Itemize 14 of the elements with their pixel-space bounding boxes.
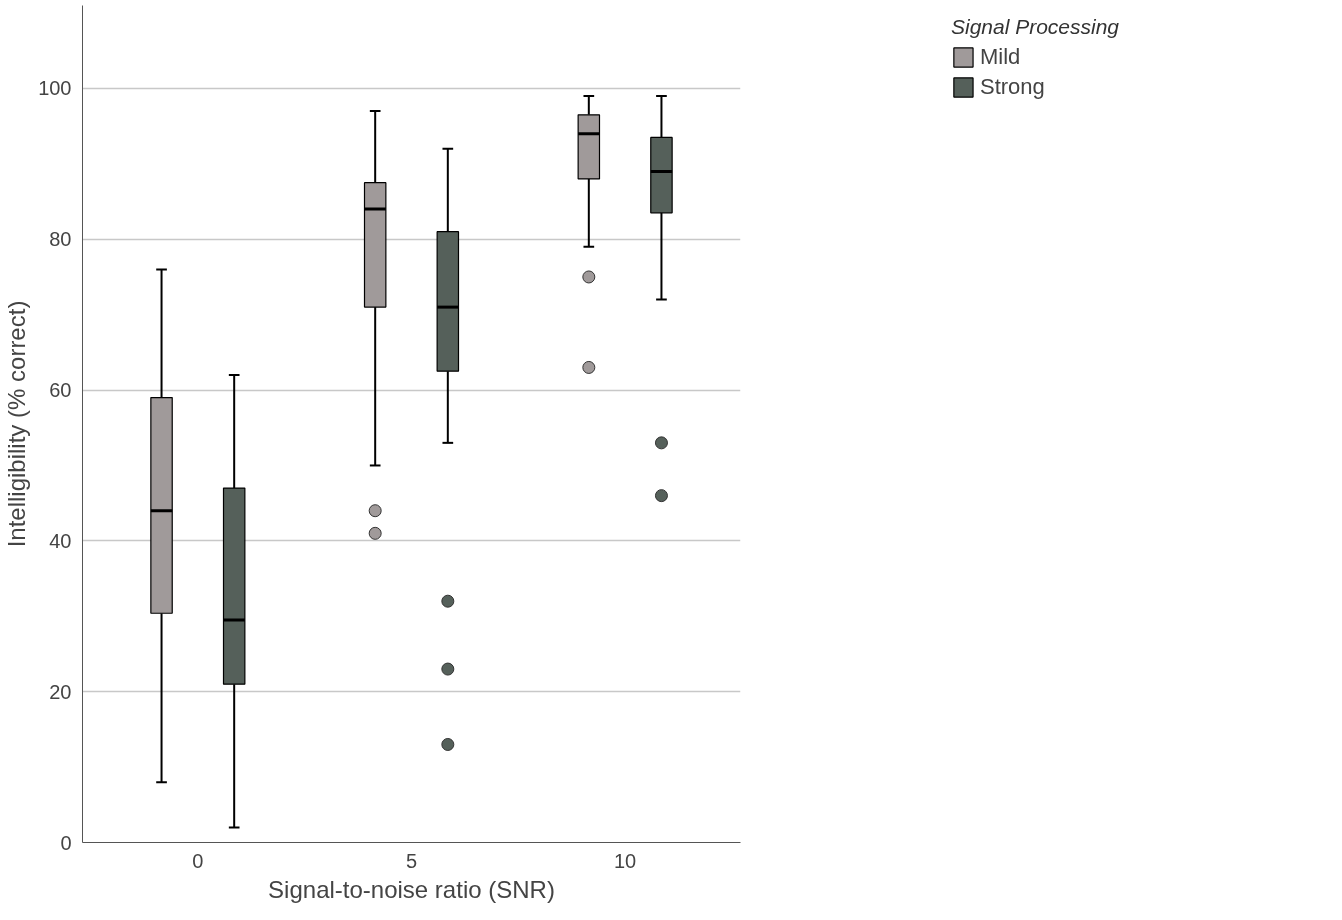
legend-label: Mild — [979, 44, 1021, 70]
x-tick-label: 10 — [614, 849, 637, 872]
legend-label: Strong — [979, 74, 1045, 100]
y-tick-label: 80 — [49, 228, 72, 251]
x-tick-label: 5 — [405, 849, 418, 872]
y-tick-label: 0 — [60, 831, 72, 854]
y-tick-label: 100 — [38, 77, 72, 100]
x-tick-label: 0 — [192, 849, 204, 872]
legend-title: Signal Processing — [950, 15, 1120, 39]
y-tick-label: 20 — [49, 680, 72, 703]
x-axis-title: Signal-to-noise ratio (SNR) — [268, 875, 555, 903]
y-axis-title: Intelligibility (% correct) — [3, 300, 31, 548]
y-tick-label: 60 — [49, 379, 72, 402]
y-tick-label: 40 — [49, 529, 72, 552]
